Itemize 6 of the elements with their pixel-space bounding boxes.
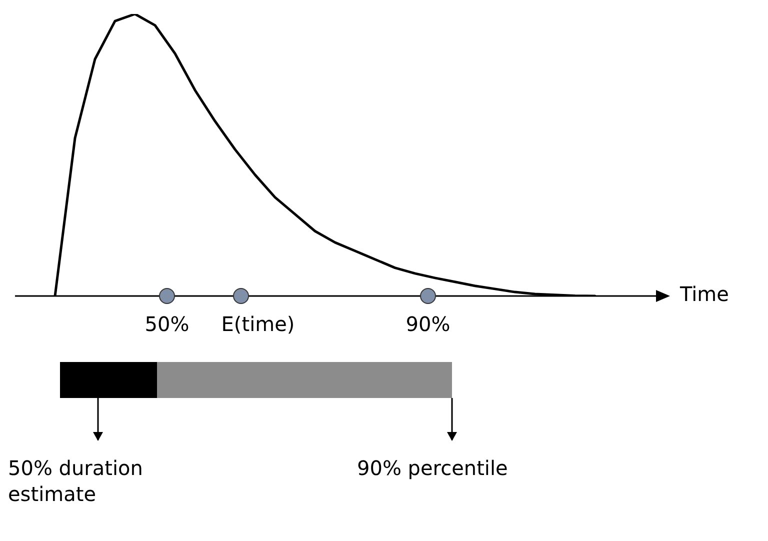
text: 50%	[144, 312, 190, 336]
text: 50% duration estimate	[8, 455, 144, 507]
text: E(time)	[220, 312, 296, 336]
text: 90%	[404, 312, 452, 336]
x-axis-title: Time	[679, 282, 729, 306]
text: 90% percentile	[357, 455, 509, 481]
